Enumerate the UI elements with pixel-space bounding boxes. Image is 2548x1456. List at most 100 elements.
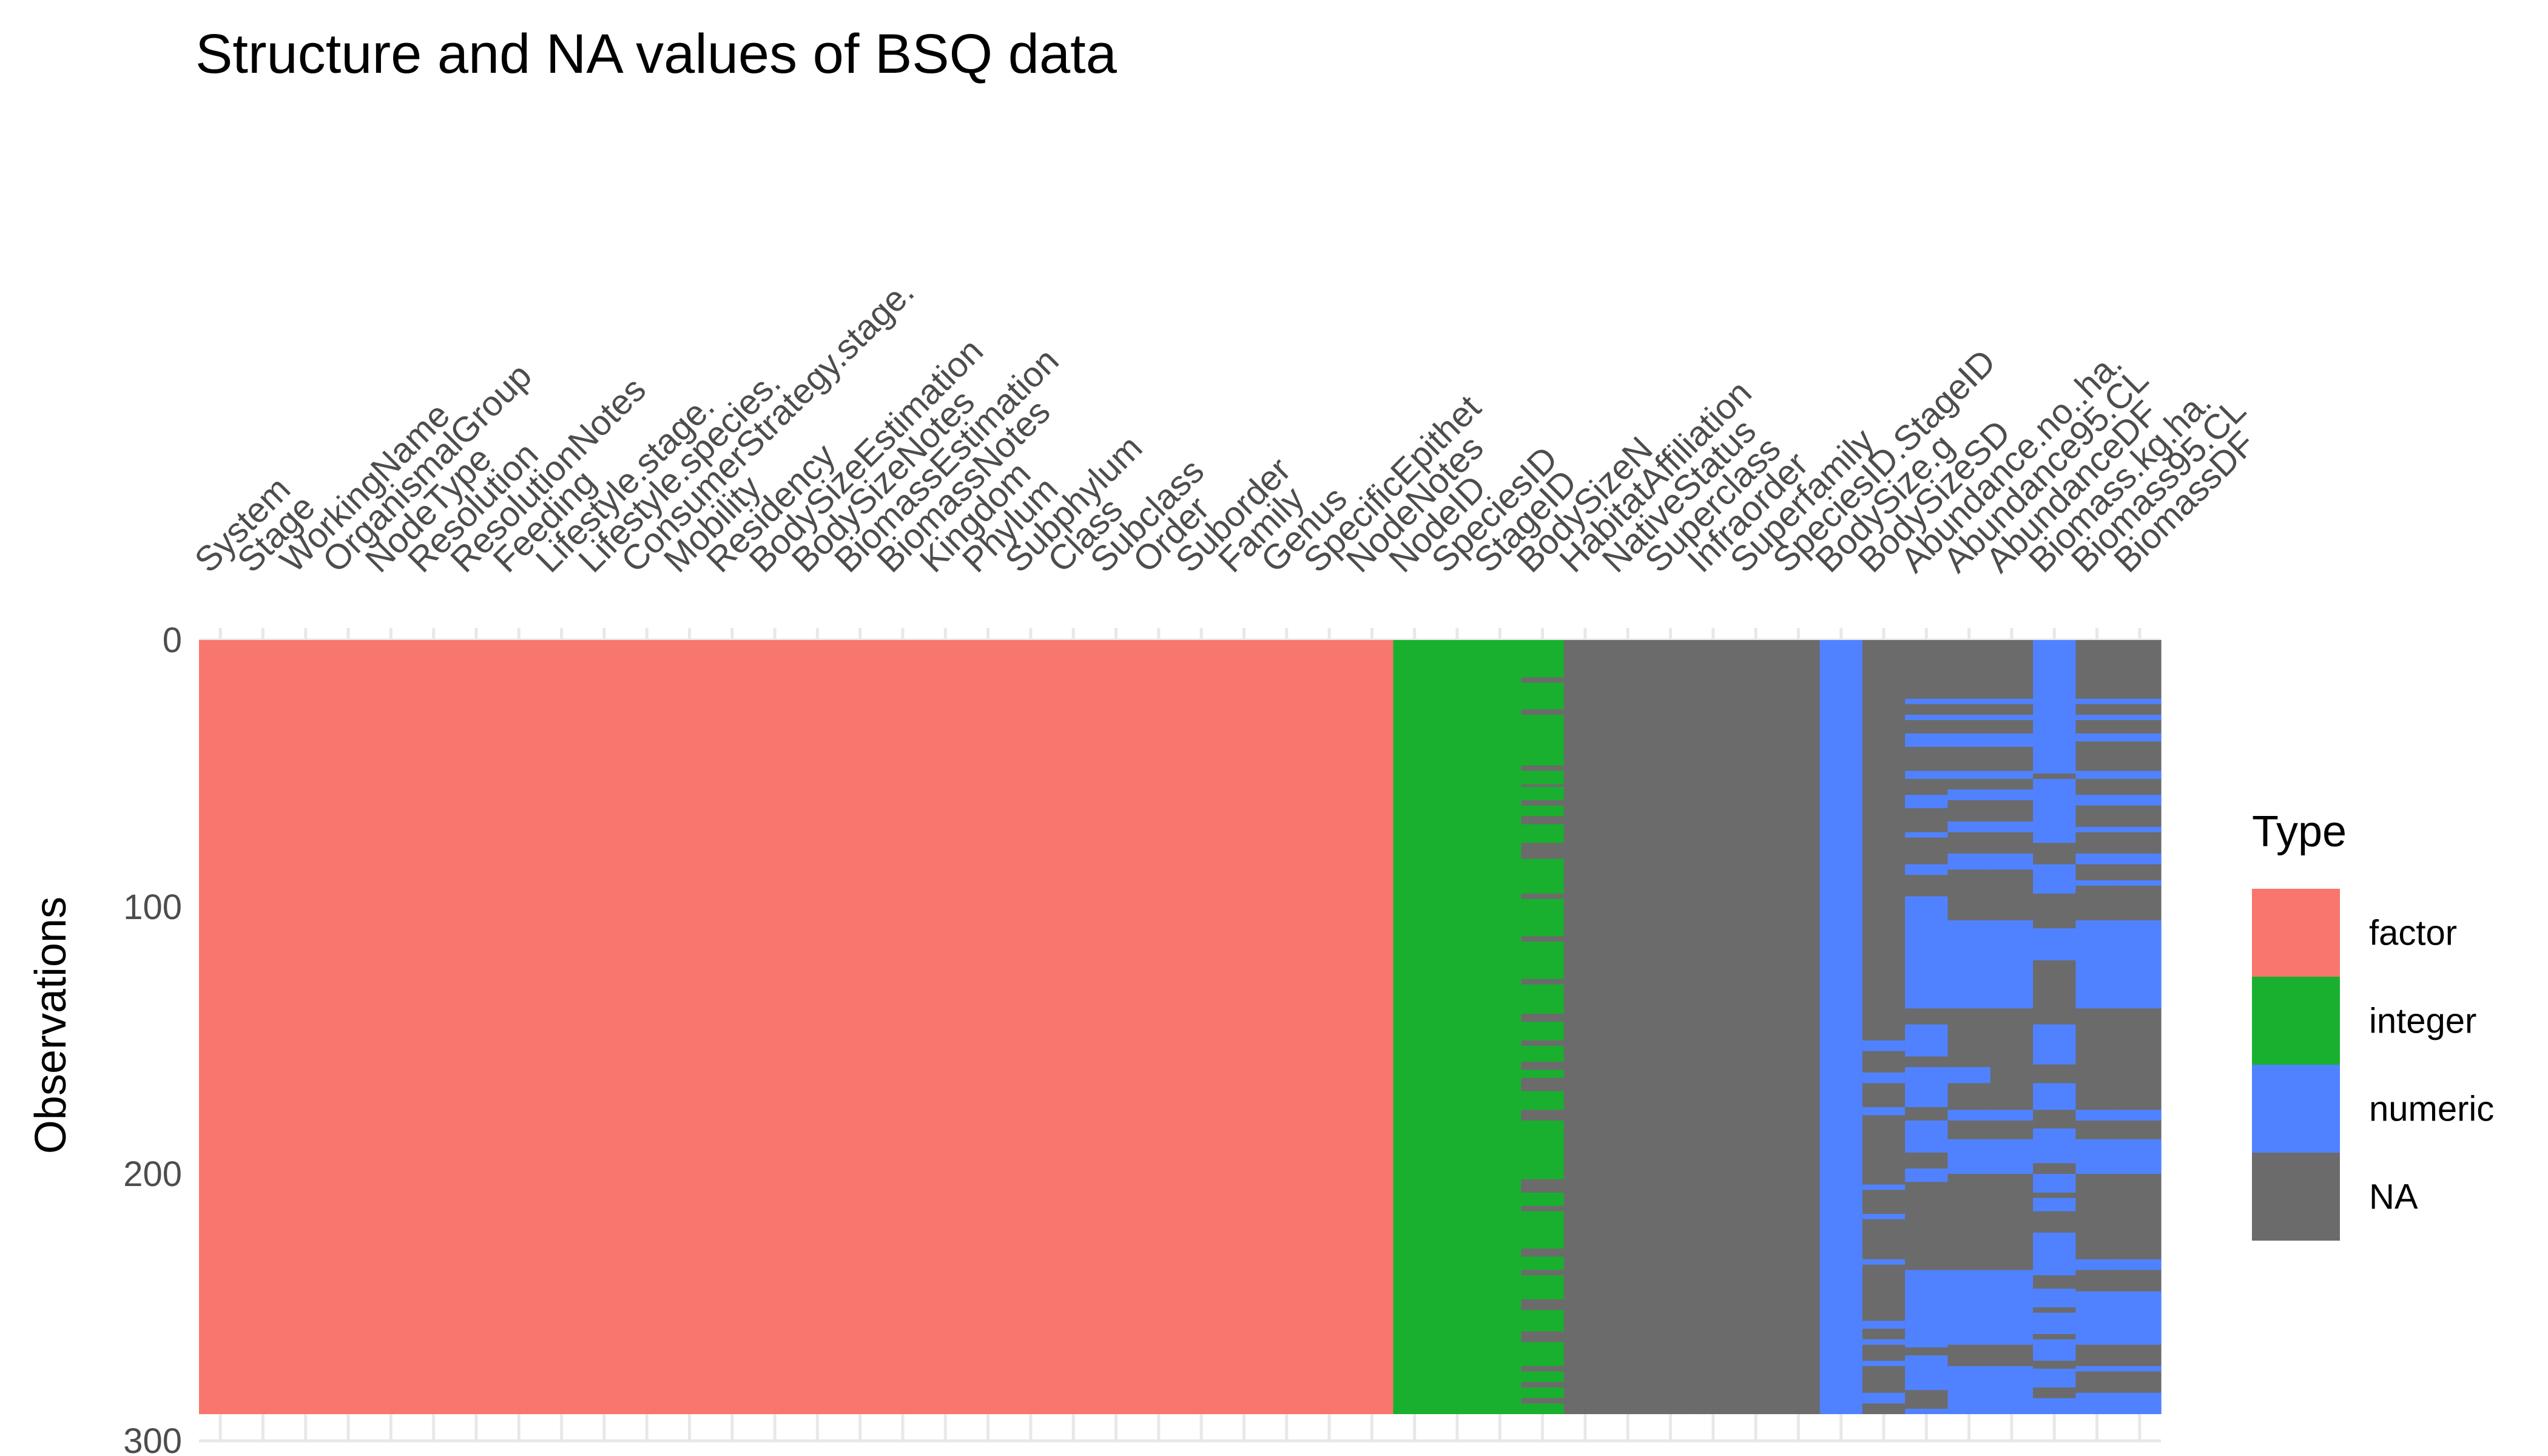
na-run <box>1521 1382 1565 1387</box>
value-run <box>1905 795 1949 809</box>
heatmap-tiles <box>199 640 2162 1414</box>
column-tile <box>966 640 1010 1414</box>
value-run <box>1947 733 1991 747</box>
value-run <box>2075 854 2119 864</box>
column-tile <box>796 640 840 1414</box>
value-run <box>1905 698 1949 704</box>
na-run <box>2033 1361 2076 1369</box>
na-run <box>1521 800 1565 806</box>
na-run <box>1521 1014 1565 1022</box>
value-run <box>2075 1291 2119 1345</box>
column-tile <box>1094 640 1138 1414</box>
value-run <box>1990 715 2034 720</box>
column-tile <box>582 640 626 1414</box>
value-run <box>2075 1139 2119 1174</box>
value-run <box>2118 1139 2162 1174</box>
column-tile <box>1734 640 1778 1414</box>
column-tile <box>1862 640 1906 1414</box>
na-run <box>2033 843 2076 864</box>
value-run <box>2075 1110 2119 1121</box>
x-axis-ticks: SystemStageWorkingNameOrganismalGroupNod… <box>187 272 2263 580</box>
column-tile <box>1052 640 1095 1414</box>
value-run <box>2118 733 2162 742</box>
column-tile <box>1307 640 1351 1414</box>
column-tile <box>199 640 242 1414</box>
value-run <box>2118 770 2162 779</box>
na-run <box>1905 1152 1949 1169</box>
column-tile <box>2033 640 2076 1414</box>
na-run <box>1521 1249 1565 1257</box>
value-run <box>2118 827 2162 832</box>
column-tile <box>1649 640 1693 1414</box>
legend-label: numeric <box>2369 1090 2494 1129</box>
column-tile <box>1478 640 1522 1414</box>
na-run <box>2033 894 2076 929</box>
na-run <box>1905 1107 1949 1121</box>
value-run <box>1947 1139 1991 1174</box>
value-run <box>2075 733 2119 742</box>
na-run <box>1521 936 1565 942</box>
column-tile <box>412 640 456 1414</box>
column-tile <box>1009 640 1053 1414</box>
na-run <box>1521 765 1565 771</box>
legend-label: factor <box>2369 914 2457 953</box>
legend-key <box>2252 1065 2340 1153</box>
value-run <box>2075 1366 2119 1372</box>
na-run <box>1521 784 1565 787</box>
na-run <box>1521 1205 1565 1212</box>
na-run <box>1905 1008 1949 1025</box>
column-tile <box>1435 640 1479 1414</box>
value-run <box>1862 1184 1906 1190</box>
legend-label: integer <box>2369 1002 2476 1041</box>
column-tile <box>1691 640 1735 1414</box>
y-tick-label: 300 <box>123 1421 182 1456</box>
column-tile <box>625 640 669 1414</box>
value-run <box>2075 770 2119 779</box>
value-run <box>1947 1067 1991 1084</box>
value-run <box>1947 715 1991 720</box>
na-run <box>2033 774 2076 779</box>
legend-title: Type <box>2252 807 2347 856</box>
value-run <box>1990 1366 2034 1414</box>
na-run <box>2033 1211 2076 1233</box>
column-tile <box>2075 640 2119 1414</box>
column-tile <box>1350 640 1394 1414</box>
value-run <box>1990 698 2034 704</box>
na-run <box>2033 1307 2076 1313</box>
na-run <box>1521 1179 1565 1193</box>
column-tile <box>1819 640 1863 1414</box>
na-run <box>1990 1040 2034 1057</box>
na-run <box>2033 1387 2076 1398</box>
na-run <box>1521 1110 1565 1121</box>
value-run <box>1990 854 2034 870</box>
na-run <box>1905 1056 1949 1067</box>
column-tile <box>924 640 968 1414</box>
column-tile <box>710 640 754 1414</box>
value-run <box>2118 1392 2162 1414</box>
column-tile <box>1521 640 1565 1414</box>
value-run <box>1990 733 2034 747</box>
value-run <box>2075 1259 2119 1270</box>
value-run <box>1990 821 2034 832</box>
column-tile <box>284 640 328 1414</box>
column-tile <box>1606 640 1650 1414</box>
value-run <box>1947 1270 1991 1345</box>
na-run <box>1521 894 1565 899</box>
na-run <box>2033 1275 2076 1289</box>
na-run <box>1521 1331 1565 1343</box>
value-run <box>1905 770 1949 779</box>
column-tile <box>369 640 413 1414</box>
na-run <box>2033 1163 2076 1174</box>
value-run <box>1862 1321 1906 1329</box>
na-run <box>1947 1040 1991 1057</box>
na-run <box>2033 1334 2076 1340</box>
value-run <box>2075 698 2119 704</box>
value-run <box>1862 1392 1906 1404</box>
legend: Type factor integer numeric NA <box>2252 807 2494 1241</box>
value-run <box>1862 1259 1906 1265</box>
column-tile <box>838 640 882 1414</box>
value-run <box>2118 795 2162 806</box>
na-run <box>1521 1366 1565 1372</box>
y-tick-label: 100 <box>123 888 182 927</box>
